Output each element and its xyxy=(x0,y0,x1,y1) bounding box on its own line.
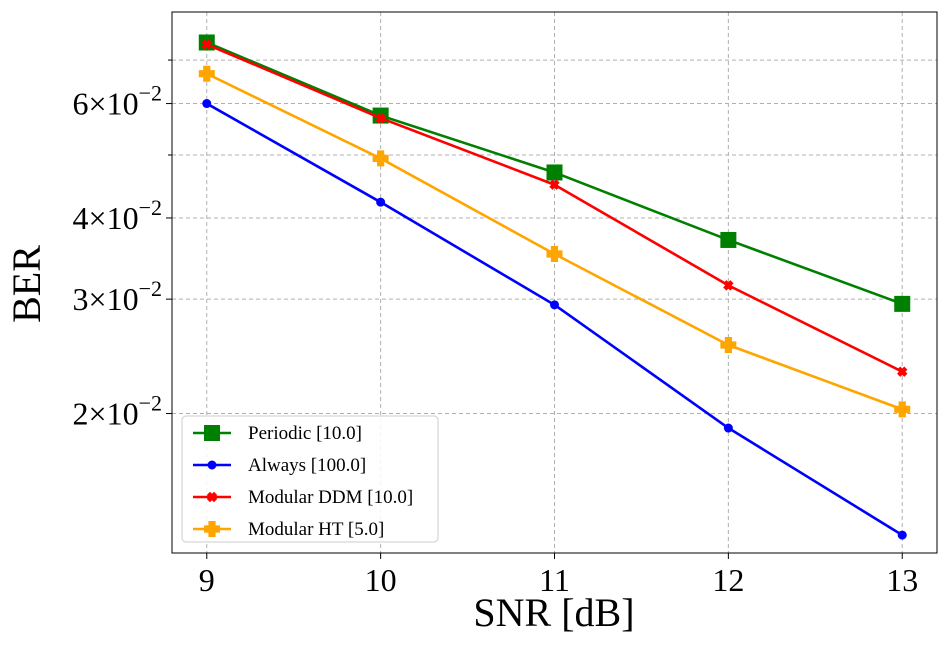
legend-box xyxy=(181,415,439,543)
data-point xyxy=(897,530,907,540)
y-tick-label: 6×10−2 xyxy=(73,81,162,122)
legend-marker xyxy=(204,425,220,441)
x-axis: 9 10 11 12 13 xyxy=(199,553,918,598)
data-point xyxy=(202,99,212,109)
grid xyxy=(172,12,937,553)
data-point xyxy=(720,231,737,248)
data-point xyxy=(198,65,215,82)
y-axis-title: BER xyxy=(4,245,49,323)
legend-label: Periodic [10.0] xyxy=(248,423,362,444)
y-tick-label: 4×10−2 xyxy=(73,195,162,236)
legend-label: Modular HT [5.0] xyxy=(248,519,384,540)
legend-marker xyxy=(206,491,218,503)
x-tick-label: 13 xyxy=(886,562,918,598)
x-tick-label: 11 xyxy=(539,562,570,598)
data-point xyxy=(550,300,559,310)
data-point xyxy=(546,164,563,181)
data-point xyxy=(897,366,908,377)
legend: Periodic [10.0] Always [100.0] Modular DDM… xyxy=(181,415,439,543)
legend-label: Always [100.0] xyxy=(248,455,366,476)
data-point xyxy=(720,336,737,353)
x-tick-label: 9 xyxy=(199,562,215,598)
y-tick-label: 2×10−2 xyxy=(73,391,162,432)
data-point xyxy=(376,197,386,207)
legend-marker xyxy=(204,521,220,537)
legend-marker xyxy=(207,460,217,470)
data-point xyxy=(894,401,911,418)
x-tick-label: 10 xyxy=(365,562,397,598)
data-point xyxy=(894,295,911,312)
data-point xyxy=(375,112,386,124)
y-tick-label: 3×10−2 xyxy=(73,276,162,317)
x-tick-label: 12 xyxy=(712,562,744,598)
data-point xyxy=(723,423,733,433)
data-point xyxy=(546,246,563,263)
data-point xyxy=(372,150,389,167)
y-axis: 2×10−2 3×10−2 4×10−2 6×10−2 xyxy=(73,59,172,432)
data-point xyxy=(201,39,212,50)
legend-label: Modular DDM [10.0] xyxy=(248,487,413,508)
series-lines xyxy=(198,34,911,540)
data-point xyxy=(549,179,560,190)
x-axis-title: SNR [dB] xyxy=(473,590,634,635)
data-point xyxy=(723,280,734,291)
